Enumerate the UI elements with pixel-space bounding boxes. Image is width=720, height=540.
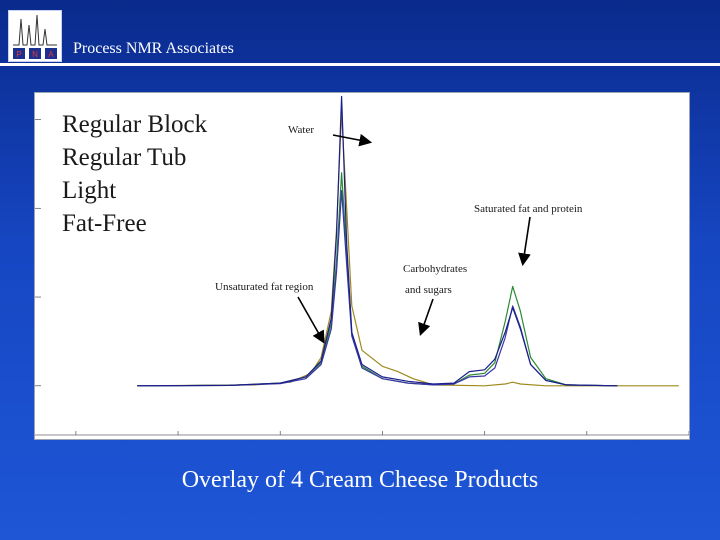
sugars-label: and sugars xyxy=(405,284,452,296)
company-name: Process NMR Associates xyxy=(73,40,234,57)
chart-canvas: 05101520406080100120ppm xyxy=(35,95,689,436)
legend-item-fat-free: Fat-Free xyxy=(62,210,147,237)
nmr-chart: 05101520406080100120ppm xyxy=(34,92,690,440)
logo-letter-a: A xyxy=(48,50,54,59)
slide-caption: Overlay of 4 Cream Cheese Products xyxy=(181,467,539,493)
logo-letter-n: N xyxy=(32,50,38,59)
series-line-fat-free xyxy=(137,111,679,387)
unsaturated-fat-arrow xyxy=(297,296,325,344)
logo-letter-p: P xyxy=(16,50,21,59)
legend-item-regular-tub: Regular Tub xyxy=(62,144,187,171)
legend-item-light: Light xyxy=(62,177,117,204)
water-label: Water xyxy=(288,124,314,136)
annotation-arrows xyxy=(297,133,531,344)
nmr-spectrum-logo-icon: P N A xyxy=(13,14,57,59)
chart-series-group xyxy=(137,95,679,387)
chart-ticks: 05101520406080100120ppm xyxy=(35,119,689,435)
legend-item-regular-block: Regular Block xyxy=(62,111,208,138)
header-divider xyxy=(0,63,720,66)
company-logo: P N A xyxy=(8,10,62,62)
series-line-light xyxy=(137,189,618,387)
series-line-regular-block xyxy=(137,95,618,387)
unsaturated-fat-label: Unsaturated fat region xyxy=(215,281,314,293)
sample-legend: Regular Block Regular Tub Light Fat-Free xyxy=(62,108,207,240)
saturated-fat-label: Saturated fat and protein xyxy=(474,203,583,215)
saturated-fat-arrow xyxy=(518,216,531,267)
carbohydrates-arrow xyxy=(418,298,434,337)
water-arrow xyxy=(332,133,373,147)
carbohydrates-label: Carbohydrates xyxy=(403,263,468,275)
